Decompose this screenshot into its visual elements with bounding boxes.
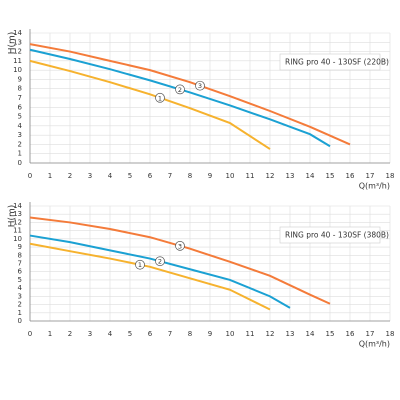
x-tick-label: 12	[266, 172, 275, 180]
y-tick-label: 4	[18, 284, 23, 292]
y-tick-label: 7	[18, 94, 22, 102]
y-tick-label: 11	[13, 57, 22, 65]
x-tick-label: 10	[226, 330, 235, 338]
chart-title: RING pro 40 - 130SF (220B)	[285, 58, 389, 67]
y-tick-label: 5	[18, 113, 22, 121]
y-tick-label: 9	[18, 243, 22, 251]
x-tick-label: 3	[88, 330, 92, 338]
y-tick-label: 5	[18, 276, 22, 284]
x-tick-label: 9	[208, 172, 212, 180]
x-tick-label: 5	[128, 172, 132, 180]
series-line	[29, 242, 271, 311]
x-tick-label: 13	[286, 172, 295, 180]
y-tick-label: 13	[13, 210, 22, 218]
curve-label-circle	[195, 80, 205, 91]
curve-label: 3	[178, 242, 182, 250]
y-tick-label: 14	[13, 29, 22, 37]
y-tick-label: 9	[18, 75, 22, 83]
y-tick-label: 12	[13, 218, 22, 226]
x-tick-label: 16	[346, 172, 355, 180]
y-axis-label: H(m)	[8, 205, 18, 228]
series-line	[29, 59, 271, 150]
x-axis-label: Q(m³/h)	[359, 182, 390, 191]
x-tick-label: 14	[306, 330, 315, 338]
y-tick-label: 2	[18, 140, 22, 148]
curve-label: 1	[158, 94, 162, 102]
y-tick-label: 2	[18, 301, 22, 309]
y-tick-label: 7	[18, 260, 22, 268]
x-tick-label: 11	[246, 172, 255, 180]
chart-title: RING pro 40 - 130SF (380B)	[285, 231, 389, 240]
x-tick-label: 15	[326, 172, 335, 180]
x-tick-label: 13	[286, 330, 295, 338]
x-tick-label: 1	[48, 330, 52, 338]
curve-label-circle	[155, 92, 165, 103]
x-tick-label: 9	[208, 330, 212, 338]
curve-label: 1	[138, 261, 142, 269]
y-tick-label: 1	[18, 150, 22, 158]
x-tick-label: 8	[188, 330, 192, 338]
x-tick-label: 4	[108, 330, 113, 338]
series-line	[29, 216, 331, 305]
x-tick-label: 16	[346, 330, 355, 338]
y-tick-label: 3	[18, 131, 22, 139]
x-tick-label: 6	[148, 172, 153, 180]
x-tick-label: 5	[128, 330, 132, 338]
x-tick-label: 0	[28, 330, 32, 338]
y-tick-label: 10	[13, 66, 22, 74]
x-tick-label: 7	[168, 172, 172, 180]
y-tick-label: 13	[13, 38, 22, 46]
series-line	[29, 43, 351, 146]
x-tick-label: 11	[246, 330, 255, 338]
curve-label-circle	[175, 240, 185, 251]
x-tick-label: 4	[108, 172, 113, 180]
x-axis-label: Q(m³/h)	[359, 340, 390, 349]
x-tick-label: 10	[226, 172, 235, 180]
x-tick-label: 3	[88, 172, 92, 180]
x-tick-label: 1	[48, 172, 52, 180]
x-tick-label: 18	[386, 172, 395, 180]
x-tick-label: 14	[306, 172, 315, 180]
x-tick-label: 2	[68, 172, 72, 180]
curve-label: 2	[178, 86, 182, 94]
y-tick-label: 12	[13, 48, 22, 56]
y-tick-label: 8	[18, 251, 22, 259]
x-tick-label: 2	[68, 330, 72, 338]
y-tick-label: 4	[18, 122, 23, 130]
y-tick-label: 8	[18, 85, 22, 93]
x-tick-label: 0	[28, 172, 32, 180]
x-tick-label: 6	[148, 330, 153, 338]
curve-label-circle	[155, 256, 165, 267]
curve-label: 2	[158, 258, 162, 266]
series-line	[29, 48, 331, 148]
y-tick-label: 3	[18, 292, 22, 300]
curve-label-circle	[175, 84, 185, 95]
curve-label-circle	[135, 259, 145, 270]
title-box	[279, 226, 381, 244]
x-tick-label: 12	[266, 330, 275, 338]
y-tick-label: 6	[18, 268, 23, 276]
y-axis-label: H(m)	[8, 32, 18, 55]
y-tick-label: 1	[18, 309, 22, 317]
y-tick-label: 6	[18, 103, 23, 111]
y-tick-label: 10	[13, 235, 22, 243]
curve-label: 3	[198, 82, 202, 90]
x-tick-label: 17	[366, 172, 375, 180]
y-tick-label: 0	[18, 317, 22, 325]
x-tick-label: 7	[168, 330, 172, 338]
y-tick-label: 14	[13, 202, 22, 210]
x-tick-label: 8	[188, 172, 192, 180]
y-tick-label: 11	[13, 227, 22, 235]
series-line	[29, 234, 291, 309]
y-tick-label: 0	[18, 159, 22, 167]
x-tick-label: 17	[366, 330, 375, 338]
x-tick-label: 18	[386, 330, 395, 338]
x-tick-label: 15	[326, 330, 335, 338]
title-box	[279, 53, 381, 71]
